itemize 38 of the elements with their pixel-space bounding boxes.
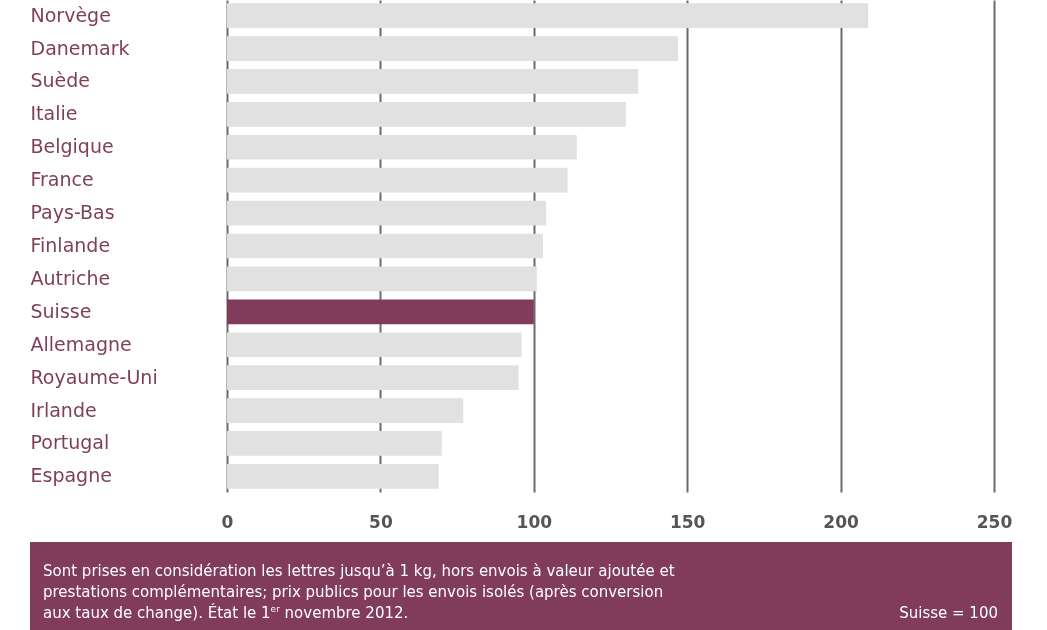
bar xyxy=(227,102,626,127)
bar xyxy=(227,3,869,28)
y-tick-label: Irlande xyxy=(30,398,97,421)
x-tick-label: 150 xyxy=(669,511,706,532)
bar xyxy=(227,167,568,193)
y-tick-label: Suisse xyxy=(30,299,92,322)
y-tick-label: Royaume-Uni xyxy=(30,365,158,388)
bar xyxy=(227,464,439,489)
x-tick-label: 0 xyxy=(221,511,234,532)
bar xyxy=(227,398,464,423)
y-tick-label: Pays-Bas xyxy=(30,201,115,224)
y-tick-label: Danemark xyxy=(30,36,130,59)
bar xyxy=(227,200,547,226)
bar xyxy=(227,299,534,325)
text: Suisse = 100 xyxy=(899,603,998,624)
y-tick-label: Finlande xyxy=(30,234,111,256)
bar xyxy=(227,332,522,358)
bar xyxy=(227,36,678,61)
text: Sont prises en considération les lettres jusqu’à 1 kg, hors envois à valeur ajoutée et prestations complémentaires; prix publics pour les envois isolés (après conversion aux taux de change). État le 1$^{er}$ novembre 2012. xyxy=(43,561,676,624)
y-tick-label: Belgique xyxy=(30,135,114,158)
y-tick-label: Portugal xyxy=(30,431,110,454)
y-tick-label: Italie xyxy=(30,102,78,125)
bar xyxy=(227,69,639,94)
bar xyxy=(227,266,537,292)
y-tick-label: Suède xyxy=(30,69,91,92)
bar xyxy=(227,431,442,456)
bar xyxy=(227,233,543,259)
x-tick-label: 200 xyxy=(823,511,860,532)
bar xyxy=(227,365,519,390)
x-tick-label: 250 xyxy=(976,511,1013,532)
x-tick-label: 50 xyxy=(369,511,393,532)
y-tick-label: Norvège xyxy=(30,3,111,26)
y-tick-label: France xyxy=(30,168,94,191)
y-tick-label: Allemagne xyxy=(30,332,132,355)
bar xyxy=(227,134,577,160)
y-tick-label: Autriche xyxy=(30,266,111,289)
x-tick-label: 100 xyxy=(516,511,553,532)
y-tick-label: Espagne xyxy=(30,464,112,487)
